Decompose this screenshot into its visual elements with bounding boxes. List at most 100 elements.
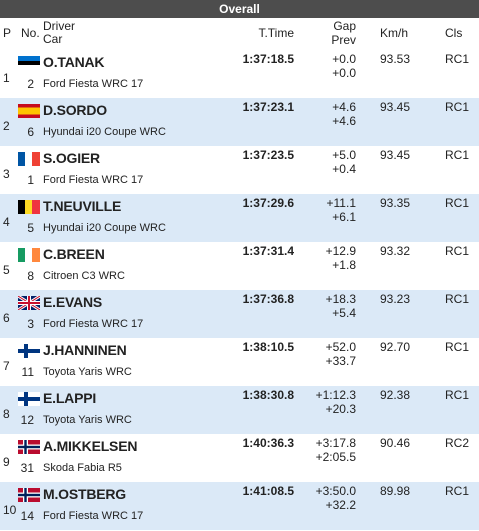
car-number: 6 <box>27 125 34 139</box>
col-header: Prev <box>331 33 356 47</box>
gap: +0.0 <box>332 52 356 66</box>
total-time: 1:37:36.8 <box>242 292 294 306</box>
flag <box>18 488 40 502</box>
driver: O.TANAK <box>43 54 105 70</box>
result-row: 8 E.LAPPI 12 Toyota Yaris WRC 1:38:30.8 +1:12… <box>0 386 479 434</box>
gap: +1:12.3 <box>315 388 356 402</box>
car: Hyundai i20 Coupe WRC <box>43 222 166 234</box>
car-number: 8 <box>27 269 34 283</box>
prev: +0.0 <box>332 66 356 80</box>
car: Toyota Yaris WRC <box>43 366 132 378</box>
speed: 93.35 <box>380 196 411 210</box>
flag <box>18 392 40 406</box>
result-row: 7 J.HANNINEN 11 Toyota Yaris WRC 1:38:10.5 +5… <box>0 338 479 386</box>
col-header: Driver <box>43 19 75 33</box>
flag <box>18 200 40 214</box>
driver: M.OSTBERG <box>43 486 126 502</box>
driver: E.LAPPI <box>43 390 97 406</box>
car: Citroen C3 WRC <box>43 270 125 282</box>
total-time: 1:40:36.3 <box>242 436 294 450</box>
car: Toyota Yaris WRC <box>43 414 132 426</box>
total-time: 1:37:18.5 <box>242 52 294 66</box>
title: Overall <box>219 2 260 16</box>
speed: 92.38 <box>380 388 411 402</box>
gap: +3:50.0 <box>315 484 356 498</box>
col-header: T.Time <box>258 26 294 40</box>
class: RC1 <box>445 388 470 402</box>
position: 10 <box>3 503 17 517</box>
prev: +20.3 <box>325 402 356 416</box>
result-row: 2 D.SORDO 6 Hyundai i20 Coupe WRC 1:37:23.1 +… <box>0 98 479 146</box>
car-number: 5 <box>27 221 34 235</box>
speed: 92.70 <box>380 340 411 354</box>
car-number: 3 <box>27 317 34 331</box>
position: 2 <box>3 119 10 133</box>
col-header: Cls <box>445 26 463 40</box>
total-time: 1:38:30.8 <box>242 388 294 402</box>
flag <box>18 248 40 262</box>
gap: +5.0 <box>332 148 356 162</box>
total-time: 1:37:23.5 <box>242 148 294 162</box>
speed: 90.46 <box>380 436 411 450</box>
car: Hyundai i20 Coupe WRC <box>43 126 166 138</box>
flag <box>18 344 40 358</box>
class: RC1 <box>445 484 470 498</box>
position: 1 <box>3 71 10 85</box>
car-number: 12 <box>20 413 34 427</box>
col-header: Km/h <box>380 26 409 40</box>
flag <box>18 56 40 70</box>
car-number: 2 <box>27 77 34 91</box>
class: RC1 <box>445 244 470 258</box>
gap: +52.0 <box>325 340 356 354</box>
prev: +6.1 <box>332 210 356 224</box>
car: Skoda Fabia R5 <box>43 462 122 474</box>
car: Ford Fiesta WRC 17 <box>43 318 144 330</box>
position: 5 <box>3 263 10 277</box>
driver: E.EVANS <box>43 294 103 310</box>
class: RC1 <box>445 292 470 306</box>
position: 4 <box>3 215 10 229</box>
class: RC1 <box>445 100 470 114</box>
car-number: 11 <box>21 365 34 379</box>
prev: +1.8 <box>332 258 356 272</box>
total-time: 1:37:31.4 <box>242 244 294 258</box>
gap: +4.6 <box>332 100 356 114</box>
flag <box>18 104 40 118</box>
speed: 93.53 <box>380 52 411 66</box>
position: 8 <box>3 407 10 421</box>
result-row: 9 A.MIKKELSEN 31 Skoda Fabia R5 1:40:36.3 +3:… <box>0 434 479 482</box>
position: 3 <box>3 167 10 181</box>
gap: +12.9 <box>325 244 356 258</box>
prev: +2:05.5 <box>315 450 356 464</box>
position: 6 <box>3 311 10 325</box>
car-number: 31 <box>20 461 34 475</box>
col-header: No. <box>21 26 40 40</box>
speed: 89.98 <box>380 484 411 498</box>
driver: D.SORDO <box>43 102 107 118</box>
total-time: 1:37:23.1 <box>242 100 294 114</box>
driver: S.OGIER <box>43 150 100 166</box>
col-header: P <box>3 26 12 40</box>
speed: 93.32 <box>380 244 411 258</box>
class: RC2 <box>445 436 470 450</box>
car: Ford Fiesta WRC 17 <box>43 174 144 186</box>
flag <box>18 296 40 310</box>
gap: +11.1 <box>326 196 356 210</box>
car: Ford Fiesta WRC 17 <box>43 78 144 90</box>
prev: +0.4 <box>332 162 356 176</box>
result-row: 10 M.OSTBERG 14 Ford Fiesta WRC 17 1:41:08.5… <box>0 482 479 530</box>
flag <box>18 440 40 454</box>
total-time: 1:41:08.5 <box>242 484 294 498</box>
result-row: 3 S.OGIER 1 Ford Fiesta WRC 17 1:37:23.5 +5.0… <box>0 146 479 194</box>
result-row: 5 C.BREEN 8 Citroen C3 WRC 1:37:31.4 +12.9 +1.… <box>0 242 479 290</box>
prev: +4.6 <box>332 114 356 128</box>
prev: +5.4 <box>332 306 356 320</box>
total-time: 1:37:29.6 <box>242 196 294 210</box>
prev: +33.7 <box>325 354 356 368</box>
position: 9 <box>3 455 10 469</box>
driver: T.NEUVILLE <box>43 198 122 214</box>
car-number: 1 <box>27 173 34 187</box>
driver: A.MIKKELSEN <box>43 438 138 454</box>
driver: C.BREEN <box>43 246 105 262</box>
driver: J.HANNINEN <box>43 342 127 358</box>
